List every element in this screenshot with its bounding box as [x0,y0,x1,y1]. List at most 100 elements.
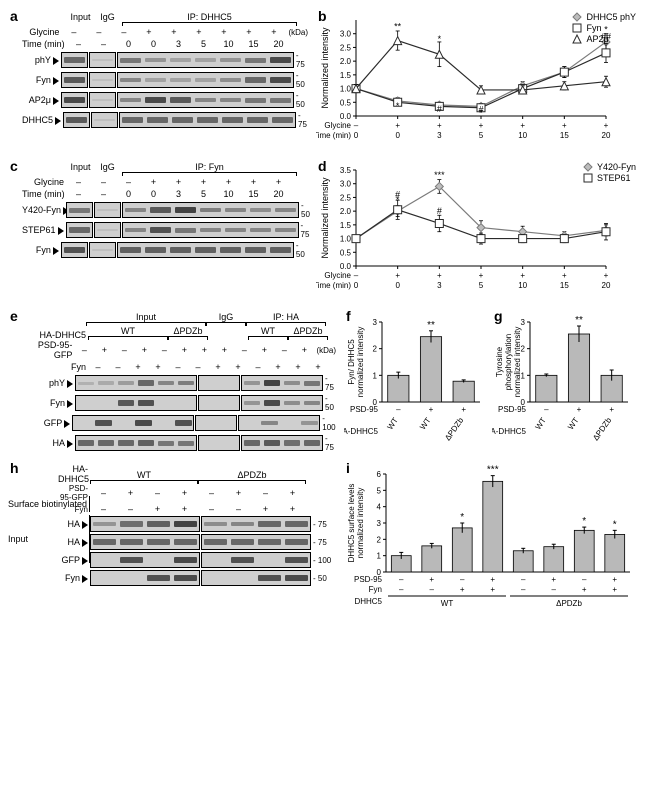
lane [173,223,198,237]
marker-triangle [55,117,61,125]
svg-text:1.0: 1.0 [340,85,352,94]
group-col: IgG [206,312,246,326]
lane [218,53,243,67]
lane [73,416,93,430]
lane [283,535,310,549]
svg-text:#: # [437,104,442,114]
svg-text:+: + [395,271,400,280]
blot-row: AP2μ- 50 [22,91,308,109]
band [97,229,118,232]
band [245,77,266,83]
lane [67,203,92,217]
lane [283,517,310,531]
lane [245,113,270,127]
marker-triangle [67,400,73,408]
blot-label: HA [22,438,75,448]
blot-row: Fyn- 50 [58,570,336,586]
blot-strip [117,52,294,68]
header-cell: + [214,345,234,355]
lane [193,93,218,107]
band [264,380,281,387]
header-cell: + [211,27,236,37]
blot-strip [89,242,116,258]
band [270,77,291,84]
band [231,522,254,527]
legend: Y420-FynSTEP61 [582,162,636,184]
header-cell: + [174,345,194,355]
blot-strip [122,222,299,238]
header-cell: – [91,39,116,49]
blot-row: STEP61- 75 [22,221,308,239]
svg-text:–: – [521,575,526,584]
band [245,98,266,103]
lane [145,517,172,531]
svg-text:10: 10 [518,281,527,290]
band [244,401,261,405]
header-cell: – [90,504,117,514]
lane [148,223,173,237]
lane [136,396,156,410]
band [135,420,152,427]
band [145,247,166,253]
header-label: Time (min) [22,39,66,49]
header-cell: + [294,345,314,355]
svg-text:+: + [612,575,617,584]
lane [90,53,115,67]
header-cell: + [144,504,171,514]
group-label: WT [90,470,198,480]
band [270,57,291,64]
blot-label: GFP [22,418,72,428]
legend-item: Fyn [571,23,636,33]
band [147,539,170,545]
svg-text:+: + [479,121,484,130]
svg-text:*: * [613,519,617,530]
panel-d: d 0.00.51.01.52.02.53.03.5*#***#Normaliz… [316,158,642,302]
svg-text:**: ** [575,315,583,326]
lane [268,93,293,107]
blot-strip [122,202,299,218]
band [98,381,115,384]
svg-text:***: *** [434,170,445,180]
band [304,381,321,386]
band [264,440,281,446]
lane [256,571,283,585]
panel-h-label: h [10,460,19,476]
blot-strip [66,222,93,238]
blot-strip [241,435,323,451]
svg-text:Time (min): Time (min) [316,281,351,290]
mw-label: - 50 [296,71,308,89]
header-cell: – [111,27,136,37]
header-cell: 5 [191,39,216,49]
lane [90,93,115,107]
mw-label: - 75 [301,221,310,239]
blot-label: Fyn [22,245,61,255]
band [118,400,135,406]
svg-text:+: + [395,121,400,130]
lane [172,517,199,531]
header-cell: + [241,177,266,187]
svg-text:–: – [396,405,401,414]
header-cell: + [266,177,291,187]
blot-row: Fyn- 50 [22,71,308,89]
header-cell: + [134,345,154,355]
lane [156,396,176,410]
sub-group: WT [88,326,168,336]
svg-text:1.0: 1.0 [340,235,352,244]
lane [96,396,116,410]
band [120,58,141,63]
side-label: Surface biotinylated [8,496,90,512]
group-label: Input [68,12,93,22]
header-label: Time (min) [22,189,66,199]
svg-text:+: + [609,405,614,414]
band [92,249,113,252]
svg-text:–: – [354,121,359,130]
band [272,117,293,123]
marker-triangle [67,380,73,388]
sub-group: ΔPDZb [168,326,208,336]
header-cell: + [279,504,306,514]
blot-strip [241,375,323,391]
lane [118,535,145,549]
header-label: Glycine [22,177,66,187]
group-col: IP: Fyn [122,162,297,176]
header-cell: – [66,189,91,199]
